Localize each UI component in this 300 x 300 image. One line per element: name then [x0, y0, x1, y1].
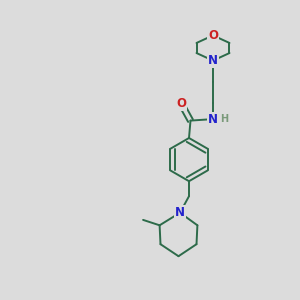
Text: N: N: [175, 206, 185, 219]
Text: O: O: [176, 97, 186, 110]
Text: N: N: [208, 112, 218, 126]
Text: O: O: [208, 29, 218, 42]
Text: H: H: [220, 113, 229, 124]
Text: N: N: [208, 54, 218, 67]
